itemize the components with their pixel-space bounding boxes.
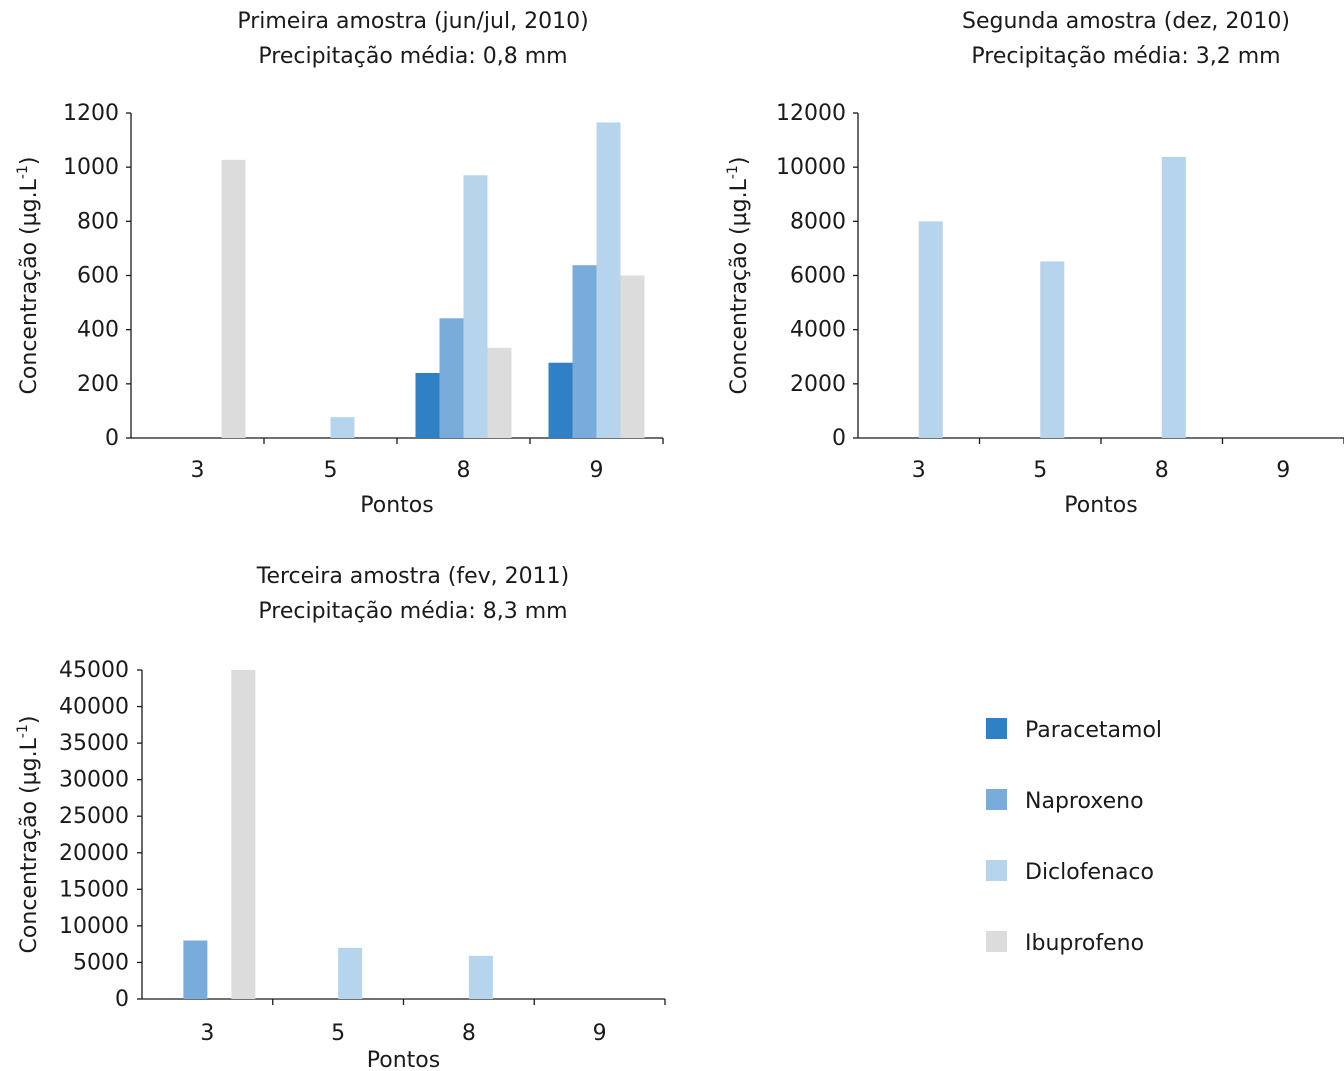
- x-tick-label: 8: [1155, 458, 1169, 483]
- y-tick-label: 8000: [790, 209, 846, 234]
- chart-title-line-2: Precipitação média: 0,8 mm: [258, 44, 567, 69]
- bar-diclofenaco-ponto-3: [918, 221, 943, 438]
- x-tick-label: 9: [1276, 458, 1290, 483]
- chart-2: Segunda amostra (dez, 2010) Precipitação …: [725, 9, 1344, 518]
- x-tick-label: 8: [462, 1021, 476, 1046]
- bar-naproxeno-ponto-9: [572, 265, 597, 438]
- chart-title-line-2: Precipitação média: 3,2 mm: [971, 44, 1280, 69]
- x-tick-label: 5: [331, 1021, 345, 1046]
- chart-3: Terceira amostra (fev, 2011) Precipitação…: [15, 564, 666, 1071]
- legend-label-ibuprofeno: Ibuprofeno: [1025, 931, 1144, 956]
- y-tick-label: 10000: [776, 155, 846, 180]
- y-tick-label: 1000: [63, 155, 119, 180]
- x-axis-label: Pontos: [367, 1048, 440, 1071]
- x-axis-label: Pontos: [360, 493, 433, 518]
- bar-diclofenaco-ponto-8: [1161, 156, 1186, 438]
- x-tick-label: 9: [593, 1021, 607, 1046]
- chart-1: Primeira amostra (jun/jul, 2010) Precipit…: [15, 9, 664, 518]
- bar-diclofenaco-ponto-5: [1040, 261, 1065, 438]
- y-tick-label: 6000: [790, 264, 846, 289]
- x-tick-label: 3: [912, 458, 926, 483]
- legend-label-naproxeno: Naproxeno: [1025, 789, 1144, 814]
- y-axis-label-superscript: -1: [15, 165, 31, 179]
- y-tick-label: 15000: [59, 877, 129, 902]
- bar-diclofenaco-ponto-5: [338, 947, 363, 999]
- bar-ibuprofeno-ponto-3: [221, 159, 246, 438]
- x-tick-label: 3: [191, 458, 205, 483]
- y-tick-label: 25000: [59, 804, 129, 829]
- y-axis-label-close: ): [727, 157, 752, 166]
- y-axis-label: Concentração (µg.L-1): [725, 157, 752, 395]
- x-axis-label: Pontos: [1064, 493, 1137, 518]
- bar-ibuprofeno-ponto-8: [487, 347, 512, 438]
- y-axis-label-text: Concentração (µg.L: [727, 178, 752, 394]
- x-tick-label: 8: [457, 458, 471, 483]
- bar-paracetamol-ponto-9: [548, 362, 573, 438]
- bar-diclofenaco-ponto-8: [463, 175, 488, 438]
- y-tick-label: 600: [77, 264, 119, 289]
- y-tick-label: 45000: [59, 658, 129, 683]
- y-tick-label: 200: [77, 372, 119, 397]
- y-axis-label-superscript: -1: [15, 724, 31, 738]
- y-axis-label-text: Concentração (µg.L: [17, 178, 42, 394]
- bar-diclofenaco-ponto-8: [468, 955, 493, 999]
- y-axis-label: Concentração (µg.L-1): [15, 157, 42, 395]
- y-axis-label-superscript: -1: [725, 165, 741, 179]
- x-tick-label: 9: [590, 458, 604, 483]
- y-tick-label: 12000: [776, 101, 846, 126]
- legend: Paracetamol Naproxeno Diclofenaco Ibuprofen…: [986, 718, 1162, 956]
- bar-ibuprofeno-ponto-9: [620, 275, 645, 438]
- x-tick-label: 3: [200, 1021, 214, 1046]
- y-tick-label: 35000: [59, 731, 129, 756]
- x-tick-label: 5: [1033, 458, 1047, 483]
- bar-naproxeno-ponto-3: [183, 940, 208, 999]
- legend-swatch-paracetamol: [986, 718, 1007, 739]
- y-tick-label: 2000: [790, 372, 846, 397]
- y-tick-label: 1200: [63, 101, 119, 126]
- y-tick-label: 0: [115, 987, 129, 1012]
- y-tick-label: 4000: [790, 318, 846, 343]
- bar-diclofenaco-ponto-9: [596, 122, 621, 439]
- bar-ibuprofeno-ponto-3: [231, 670, 256, 999]
- bar-paracetamol-ponto-8: [415, 373, 440, 438]
- chart-title-line-1: Terceira amostra (fev, 2011): [256, 564, 569, 589]
- legend-swatch-ibuprofeno: [986, 931, 1007, 952]
- y-tick-label: 0: [832, 426, 846, 451]
- y-tick-label: 20000: [59, 841, 129, 866]
- chart-title-line-1: Segunda amostra (dez, 2010): [962, 9, 1290, 34]
- y-tick-label: 400: [77, 318, 119, 343]
- y-axis-label-text: Concentração (µg.L: [17, 737, 42, 953]
- legend-swatch-diclofenaco: [986, 860, 1007, 881]
- chart-title-line-1: Primeira amostra (jun/jul, 2010): [237, 9, 588, 34]
- y-tick-label: 0: [105, 426, 119, 451]
- bar-naproxeno-ponto-8: [439, 318, 464, 438]
- chart-title-line-2: Precipitação média: 8,3 mm: [258, 599, 567, 624]
- y-tick-label: 40000: [59, 695, 129, 720]
- y-axis-label-close: ): [17, 157, 42, 166]
- bar-diclofenaco-ponto-5: [330, 417, 355, 438]
- y-tick-label: 800: [77, 209, 119, 234]
- y-axis-label: Concentração (µg.L-1): [15, 716, 42, 954]
- y-tick-label: 30000: [59, 768, 129, 793]
- legend-label-paracetamol: Paracetamol: [1025, 718, 1162, 743]
- legend-swatch-naproxeno: [986, 789, 1007, 810]
- y-axis-label-close: ): [17, 716, 42, 725]
- x-tick-label: 5: [324, 458, 338, 483]
- y-tick-label: 10000: [59, 914, 129, 939]
- legend-label-diclofenaco: Diclofenaco: [1025, 860, 1154, 885]
- y-tick-label: 5000: [73, 950, 129, 975]
